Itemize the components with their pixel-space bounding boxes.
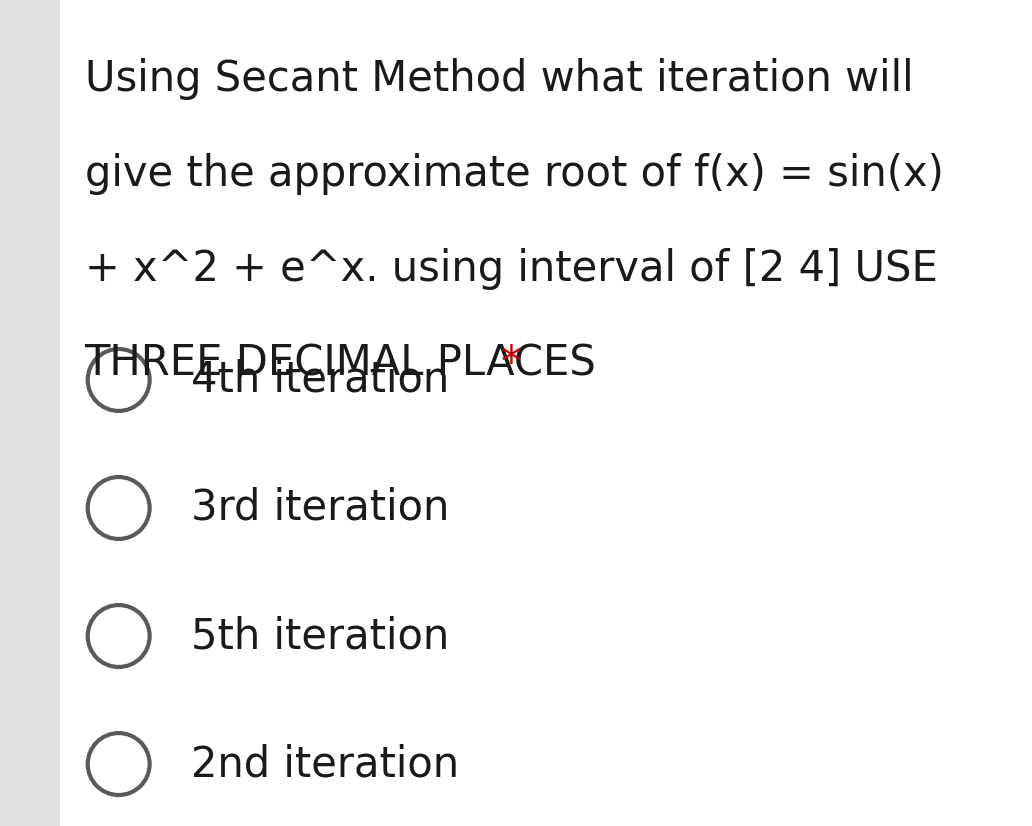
FancyBboxPatch shape [0, 0, 60, 826]
Text: 2nd iteration: 2nd iteration [191, 743, 459, 785]
Text: THREE DECIMAL PLACES: THREE DECIMAL PLACES [85, 343, 610, 385]
Text: + x^2 + e^x. using interval of [2 4] USE: + x^2 + e^x. using interval of [2 4] USE [85, 248, 937, 290]
Text: 3rd iteration: 3rd iteration [191, 487, 449, 529]
Text: 5th iteration: 5th iteration [191, 615, 449, 657]
Text: give the approximate root of f(x) = sin(x): give the approximate root of f(x) = sin(… [85, 153, 943, 195]
Text: *: * [501, 343, 521, 385]
Text: 4th iteration: 4th iteration [191, 359, 449, 401]
Text: Using Secant Method what iteration will: Using Secant Method what iteration will [85, 58, 913, 100]
